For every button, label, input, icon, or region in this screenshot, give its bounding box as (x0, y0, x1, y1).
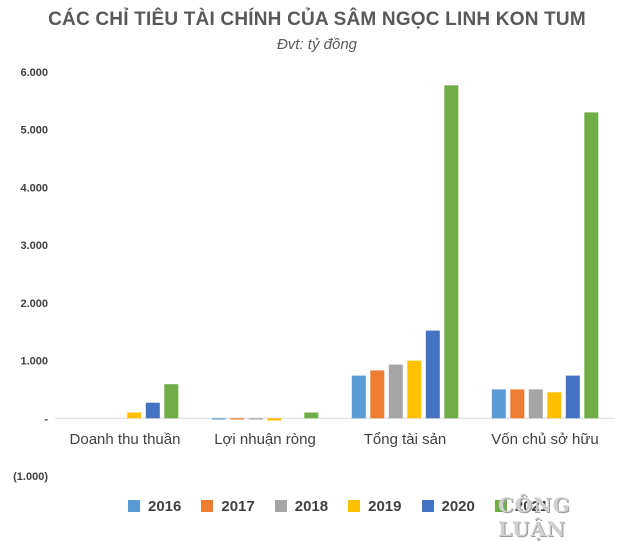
y-tick-label: 4.000 (20, 182, 48, 194)
legend-label: 2016 (148, 497, 182, 515)
category-label: Vốn chủ sở hữu (491, 431, 598, 448)
y-tick-label: 1.000 (20, 356, 48, 368)
category-label: Tổng tài sản (364, 431, 447, 448)
chart-title: CÁC CHỈ TIÊU TÀI CHÍNH CỦA SÂM NGỌC LINH… (48, 9, 586, 30)
bar-2016 (491, 389, 506, 419)
bar-2021 (164, 384, 179, 419)
legend-swatch (348, 500, 361, 512)
y-tick-label: 3.000 (20, 240, 48, 252)
legend-item: 2016 (128, 498, 181, 515)
legend-label: 2017 (221, 497, 255, 515)
bar-2019 (407, 360, 422, 419)
legend-item: 2020 (421, 497, 475, 515)
bar-2017 (510, 389, 525, 419)
bar-2017 (370, 370, 385, 419)
bar-2019 (127, 412, 142, 419)
legend-item: 2017 (201, 497, 255, 515)
y-tick-label: (1.000) (13, 471, 48, 483)
bar-2017 (230, 418, 245, 420)
legend-swatch (128, 500, 140, 512)
bar-2019 (547, 392, 562, 419)
category-label: Doanh thu thuần (70, 431, 181, 448)
bar-chart: 6.000 5.000 4.000 3.000 2.000 1.000 - (1.000) Do… (13, 67, 615, 483)
legend: 2016 2017 2018 2019 2020 2021 (128, 496, 548, 516)
bar-2018 (528, 389, 543, 419)
y-tick-label: 2.000 (20, 298, 48, 310)
bar-2016 (351, 375, 366, 419)
category-label: Lợi nhuận ròng (214, 431, 316, 448)
legend-label: 2020 (441, 497, 475, 515)
legend-swatch (201, 500, 214, 512)
bar-2021 (444, 85, 459, 419)
bar-2020 (145, 402, 160, 419)
y-tick-label: - (44, 413, 48, 425)
bar-2020 (425, 330, 440, 419)
legend-item: 2021 (494, 497, 549, 515)
legend-item: 2019 (348, 497, 402, 515)
bar-2016 (211, 418, 226, 420)
legend-label: 2018 (294, 497, 329, 515)
legend-swatch (421, 500, 434, 512)
bar-2020 (565, 375, 580, 419)
chart-subtitle: Đvt: tỷ đồng (276, 36, 358, 53)
bar-2019 (267, 418, 282, 421)
bar-2021 (584, 112, 599, 419)
legend-item: 2018 (274, 497, 329, 515)
y-tick-label: 5.000 (20, 125, 48, 137)
legend-swatch (494, 500, 507, 512)
legend-label: 2019 (368, 497, 402, 515)
legend-label: 2021 (514, 497, 549, 515)
bar-2018 (248, 418, 263, 420)
watermark-logo: CÔNG LUẬN (498, 493, 571, 541)
bar-2018 (388, 364, 403, 419)
legend-swatch (274, 500, 287, 512)
y-tick-label: 6.000 (20, 67, 48, 79)
bar-2021 (304, 412, 319, 419)
